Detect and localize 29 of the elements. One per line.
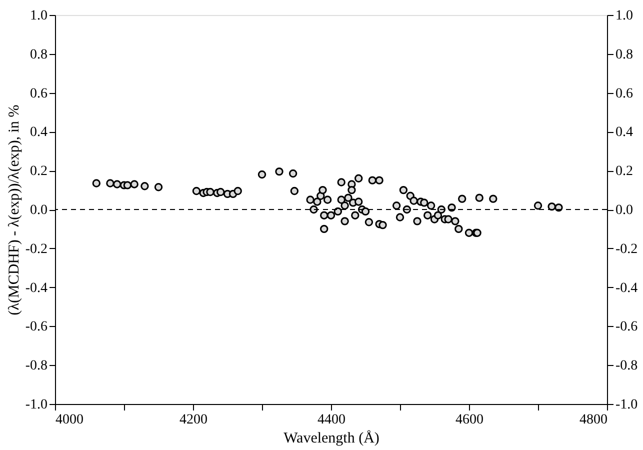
y2-tick-label: 0.0: [616, 203, 633, 218]
y2-tick-label: 1.0: [616, 8, 633, 24]
x-tick-label: 4000: [56, 412, 84, 428]
y2-tick-label: 0.6: [616, 86, 633, 102]
x-axis-title: Wavelength (Å): [284, 430, 380, 446]
y-tick-label: -0.8: [25, 358, 48, 374]
y2-tick-label: -0.2: [616, 242, 638, 257]
y2-tick-label: -0.6: [616, 320, 638, 335]
y-tick-label: 0.6: [30, 86, 48, 102]
y-tick-label: 1.0: [30, 8, 48, 24]
x-tick-label: 4400: [318, 412, 346, 428]
y-tick-label: -0.4: [25, 280, 48, 296]
y2-tick-label: 0.4: [616, 125, 633, 140]
y2-tick-label: 0.2: [616, 164, 633, 180]
y-tick-label: -0.6: [25, 320, 48, 335]
y-axis-title: (λ(MCDHF) - λ(exp))/λ(exp), in %: [6, 104, 22, 316]
y2-tick-label: -1.0: [616, 398, 638, 412]
y-tick-label: 0.8: [30, 47, 48, 62]
y2-tick-label: -0.4: [616, 280, 638, 296]
y2-tick-label: 0.8: [616, 47, 633, 62]
y-tick-label: 0.4: [30, 125, 48, 140]
y-tick-label: -0.2: [25, 242, 48, 257]
y-tick-label: 0.2: [30, 164, 48, 180]
y2-tick-label: -0.8: [616, 358, 638, 374]
x-tick-label: 4200: [180, 412, 208, 428]
y-tick-label: 0.0: [30, 203, 48, 218]
x-tick-label: 4800: [580, 412, 608, 428]
y-tick-label: -1.0: [25, 398, 48, 412]
x-tick-label: 4600: [456, 412, 484, 428]
